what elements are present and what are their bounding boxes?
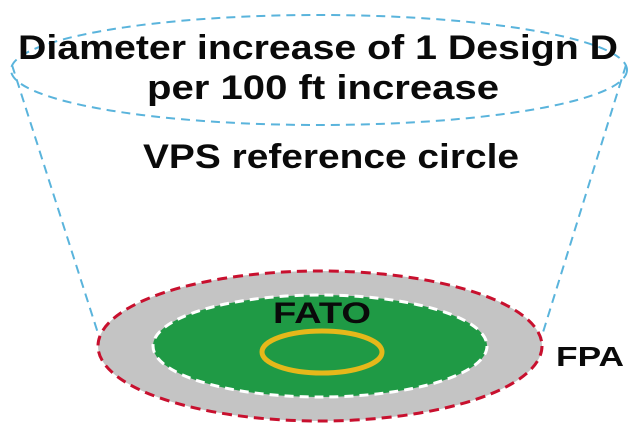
title-line-1: Diameter increase of 1 Design D [18,29,618,67]
tlof-ring [259,328,385,376]
fpa-label: FPA [556,341,624,372]
fato-ellipse [151,293,489,399]
title-line-2: per 100 ft increase [147,69,499,107]
vps-reference-circle-label: VPS reference circle [143,138,519,176]
vps-top-ellipse [10,14,628,126]
cone-left-edge [11,64,105,353]
fato-label: FATO [273,297,371,330]
cone-right-edge [539,64,627,343]
